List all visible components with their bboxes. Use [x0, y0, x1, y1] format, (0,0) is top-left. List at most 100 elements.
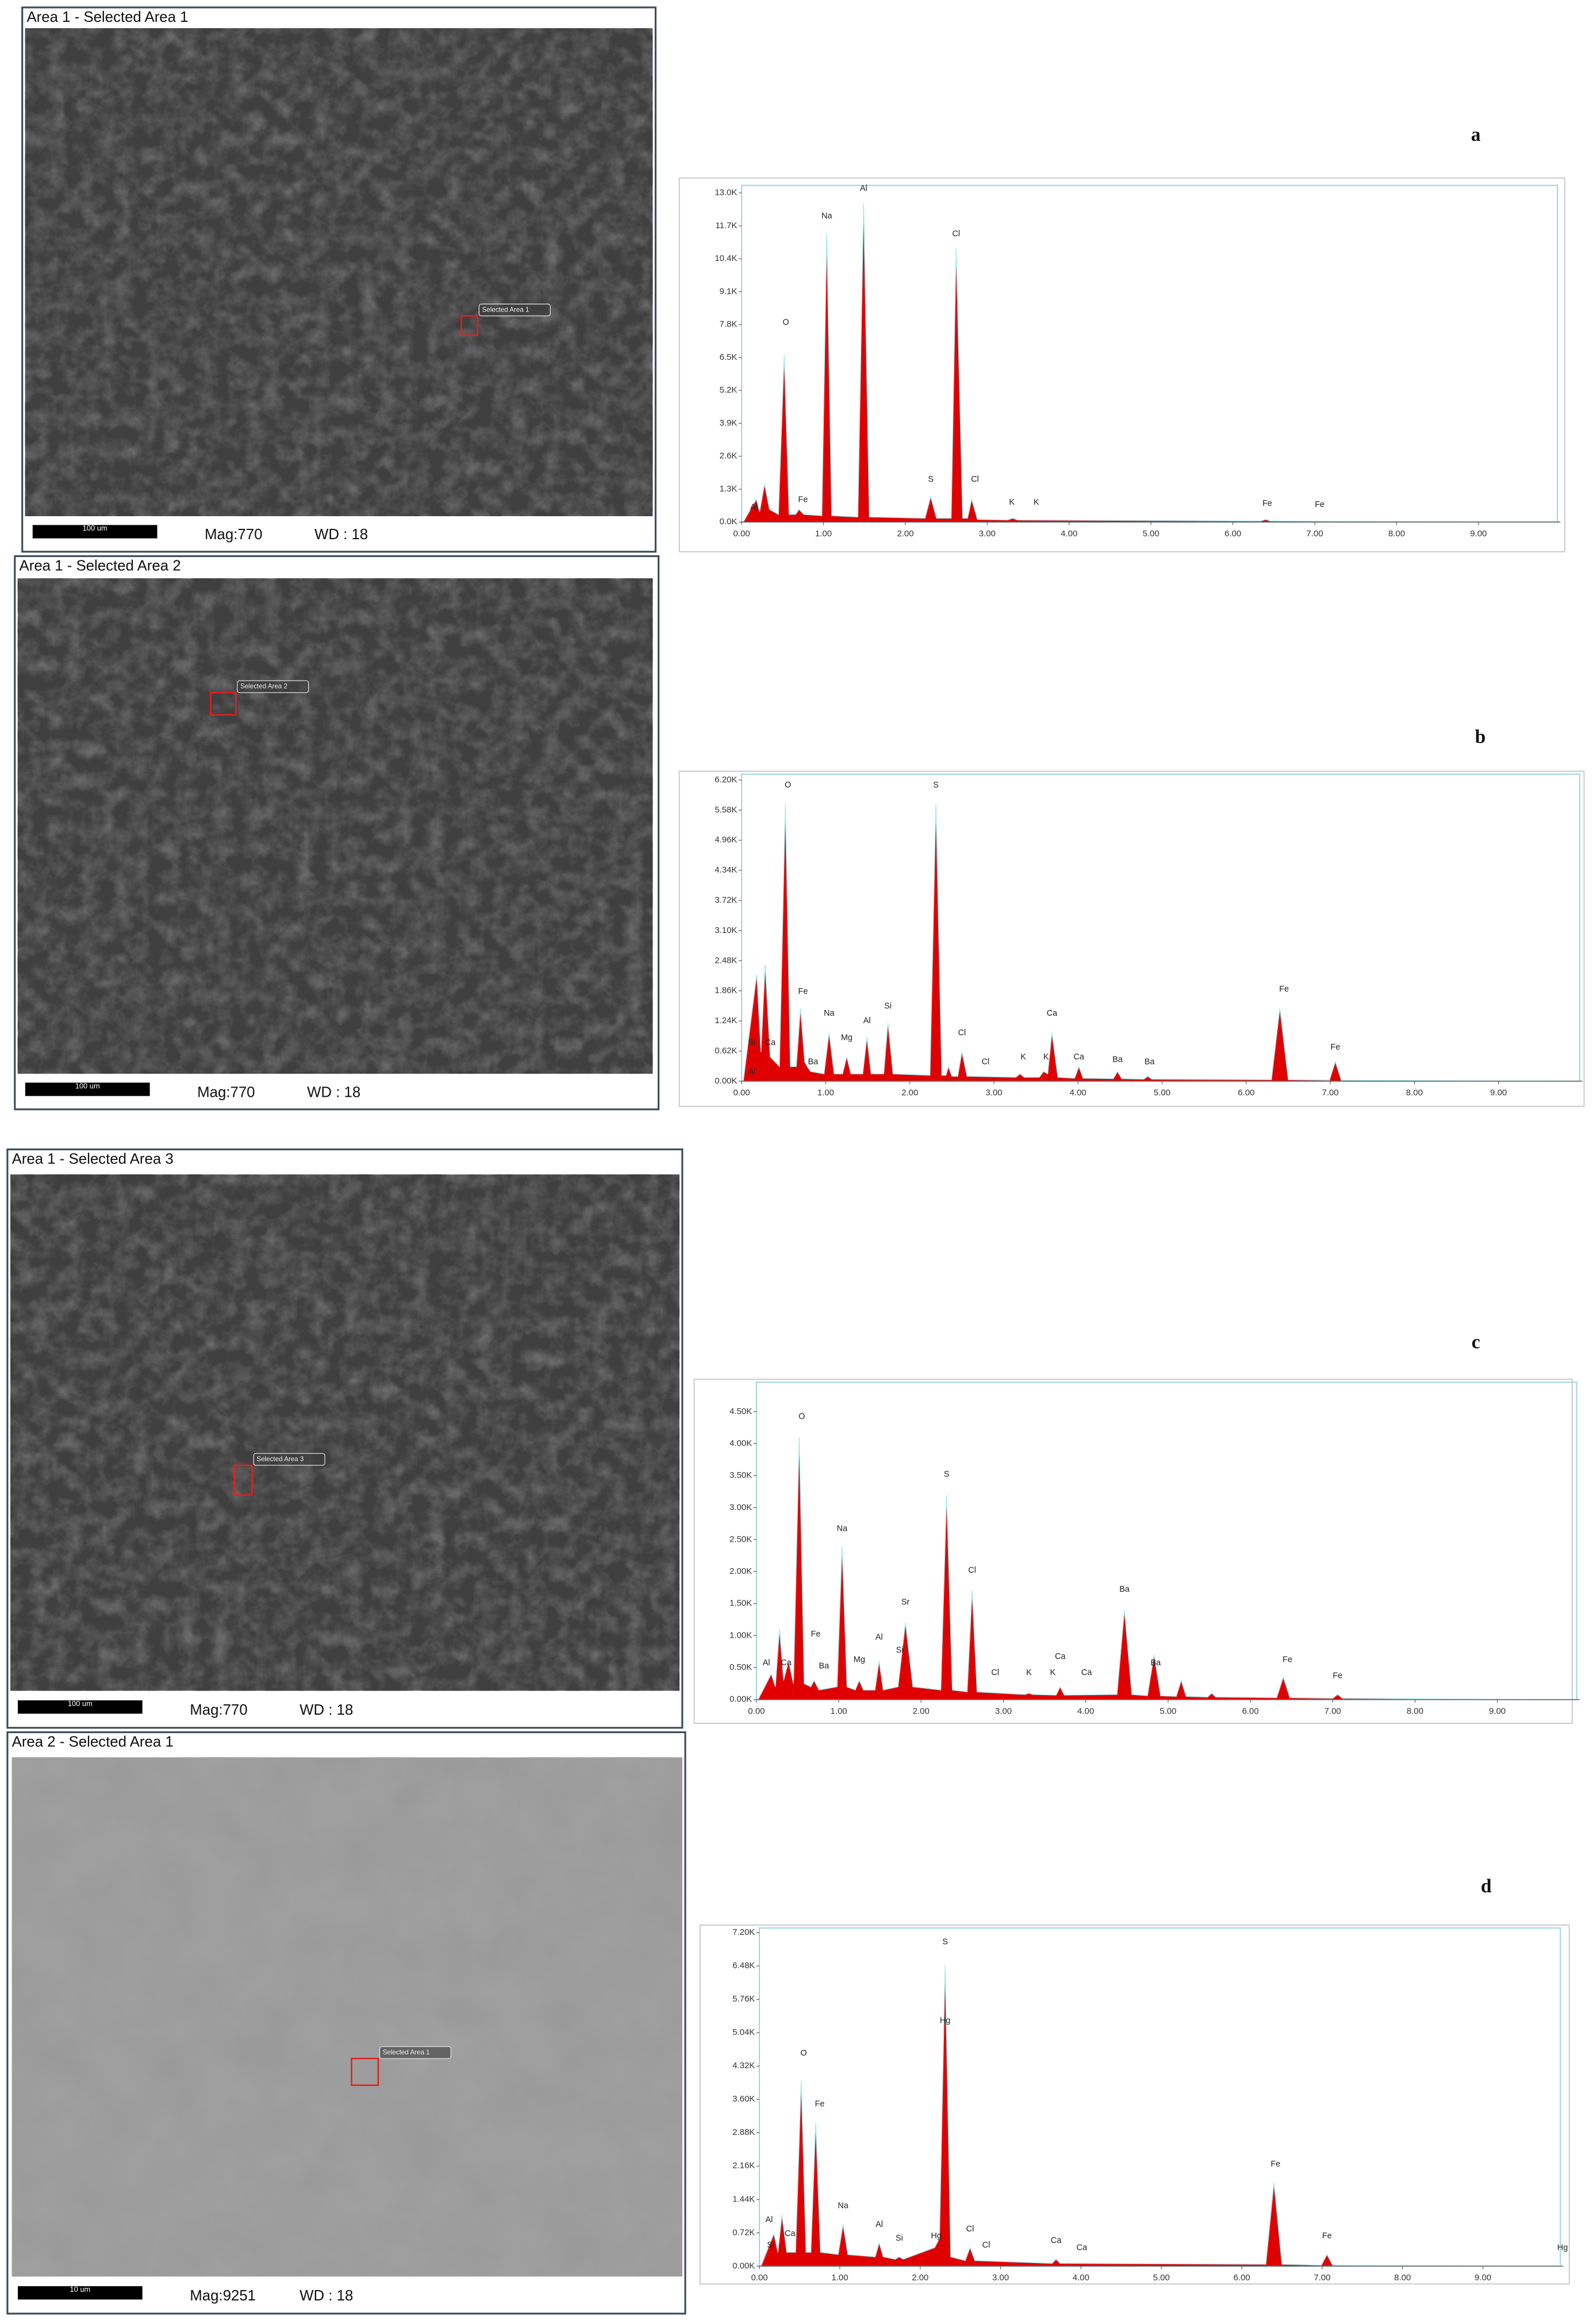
selection-tag	[237, 680, 309, 693]
selection-box	[351, 2057, 379, 2086]
x-tick-label: 5.00	[1154, 1088, 1170, 1097]
x-tick-label: 2.00	[912, 2273, 928, 2283]
x-tick-label: 6.00	[1225, 529, 1241, 539]
peak-label: S	[933, 781, 939, 790]
y-tick-label: 0.0K	[720, 517, 738, 527]
magnification: Mag:9251	[190, 2288, 256, 2304]
x-tick-label: 4.00	[1077, 1706, 1094, 1716]
y-tick-label: 3.10K	[715, 925, 737, 935]
peak-label: Si	[884, 1001, 892, 1011]
y-tick-label: 3.50K	[730, 1470, 752, 1480]
x-tick-label: 2.00	[897, 529, 913, 539]
peak-label: Al	[748, 1067, 755, 1077]
x-tick-label: 3.00	[979, 529, 996, 539]
y-tick-label: 0.62K	[715, 1046, 737, 1055]
y-tick-label: 5.04K	[732, 2027, 755, 2037]
peak-label: Al	[765, 2215, 773, 2225]
y-tick-label: 1.00K	[730, 1630, 752, 1640]
y-tick-label: 5.58K	[715, 805, 737, 815]
spectrum-area	[757, 1437, 1547, 1700]
peak-label: Fe	[1283, 1655, 1292, 1665]
y-tick-label: 3.72K	[715, 895, 737, 905]
peak-label: Na	[824, 1009, 835, 1018]
x-tick-label: 0.00	[733, 1088, 750, 1097]
working-distance: WD : 18	[307, 1084, 360, 1100]
y-tick-label: 1.44K	[732, 2194, 755, 2204]
y-tick-label: 2.50K	[730, 1534, 752, 1544]
panel-letter: b	[1475, 727, 1486, 748]
x-tick-label: 6.00	[1233, 2273, 1250, 2283]
y-tick-label: 0.50K	[730, 1662, 752, 1672]
selection-label: Selected Area 3	[256, 1455, 304, 1463]
peak-label: Ba	[1150, 1658, 1161, 1668]
y-tick-label: 3.00K	[730, 1503, 752, 1512]
peak-label: Cl	[966, 2225, 974, 2234]
sem-image	[11, 1757, 682, 2277]
peak-label: Fe	[811, 1630, 821, 1639]
spectrum-area	[742, 203, 1528, 523]
x-tick-label: 8.00	[1394, 2273, 1411, 2283]
x-tick-label: 3.00	[992, 2273, 1009, 2283]
y-tick-label: 2.16K	[732, 2161, 755, 2171]
peak-label: K	[1043, 1052, 1049, 1062]
peak-label: Ba	[1119, 1585, 1130, 1594]
y-tick-label: 13.0K	[715, 188, 737, 198]
x-tick-label: 4.00	[1073, 2273, 1089, 2283]
selection-tag	[253, 1453, 325, 1466]
scale-bar	[25, 1082, 150, 1096]
x-tick-label: 1.00	[817, 1088, 834, 1097]
magnification: Mag:770	[205, 527, 262, 543]
y-tick-label: 4.34K	[715, 865, 737, 875]
x-tick-label: 4.00	[1061, 529, 1077, 539]
peak-label: Al	[876, 1633, 883, 1642]
spectrum-area	[760, 1965, 1531, 2267]
y-tick-label: 7.20K	[732, 1927, 755, 1937]
x-tick-label: 5.00	[1160, 1706, 1176, 1716]
peak-label: K	[1020, 1052, 1026, 1062]
peak-label: Ba	[808, 1058, 819, 1067]
peak-label: Cl	[981, 1058, 989, 1067]
scale-bar-label: 100 um	[75, 1081, 100, 1090]
x-tick-label: 3.00	[995, 1706, 1012, 1716]
peak-label: Ca	[765, 1038, 776, 1047]
peak-label: Si	[896, 1646, 904, 1655]
x-tick-label: 2.00	[901, 1088, 918, 1097]
x-tick-label: 4.00	[1070, 1088, 1087, 1097]
peak-label: Ca	[781, 1658, 792, 1668]
selection-tag	[379, 2046, 451, 2059]
scale-bar-label: 10 um	[70, 2285, 90, 2294]
x-tick-label: 8.00	[1407, 1706, 1423, 1716]
y-tick-label: 3.9K	[720, 418, 738, 428]
peak-label: K	[1009, 498, 1015, 507]
x-tick-label: 0.00	[751, 2273, 767, 2283]
image-title: Area 2 - Selected Area 1	[12, 1734, 174, 1750]
y-tick-label: 0.00K	[715, 1076, 737, 1086]
y-tick-label: 1.86K	[715, 986, 737, 996]
selection-box	[460, 315, 479, 336]
panel-letter: c	[1472, 1331, 1480, 1353]
peak-label: K	[1050, 1668, 1056, 1677]
selection-label: Selected Area 1	[482, 306, 529, 313]
peak-label: Fe	[1322, 2231, 1332, 2241]
y-tick-label: 0.00K	[730, 1695, 752, 1704]
panel-letter: a	[1471, 124, 1481, 145]
y-tick-label: 0.72K	[732, 2227, 755, 2237]
peak-label: Cl	[968, 1566, 976, 1575]
y-tick-label: 2.6K	[720, 451, 738, 461]
peak-label: Al	[863, 1016, 871, 1025]
x-tick-label: 1.00	[831, 2273, 848, 2283]
peak-label: Fe	[1270, 2160, 1280, 2169]
scale-bar	[17, 2286, 143, 2300]
peak-label: Fe	[1279, 985, 1289, 994]
chart-frame	[678, 177, 1566, 552]
selection-label: Selected Area 1	[383, 2049, 430, 2056]
peak-label: Cl	[958, 1028, 966, 1038]
chart-frame	[693, 1378, 1573, 1724]
peak-label: Ba	[1112, 1055, 1123, 1064]
peak-label: Sr	[901, 1597, 910, 1607]
scale-bar	[32, 525, 158, 539]
y-tick-label: 4.00K	[730, 1438, 752, 1448]
peak-label: Ca	[1073, 1052, 1084, 1062]
peak-label: Ca	[1077, 2243, 1088, 2252]
y-tick-label: 1.24K	[715, 1016, 737, 1025]
